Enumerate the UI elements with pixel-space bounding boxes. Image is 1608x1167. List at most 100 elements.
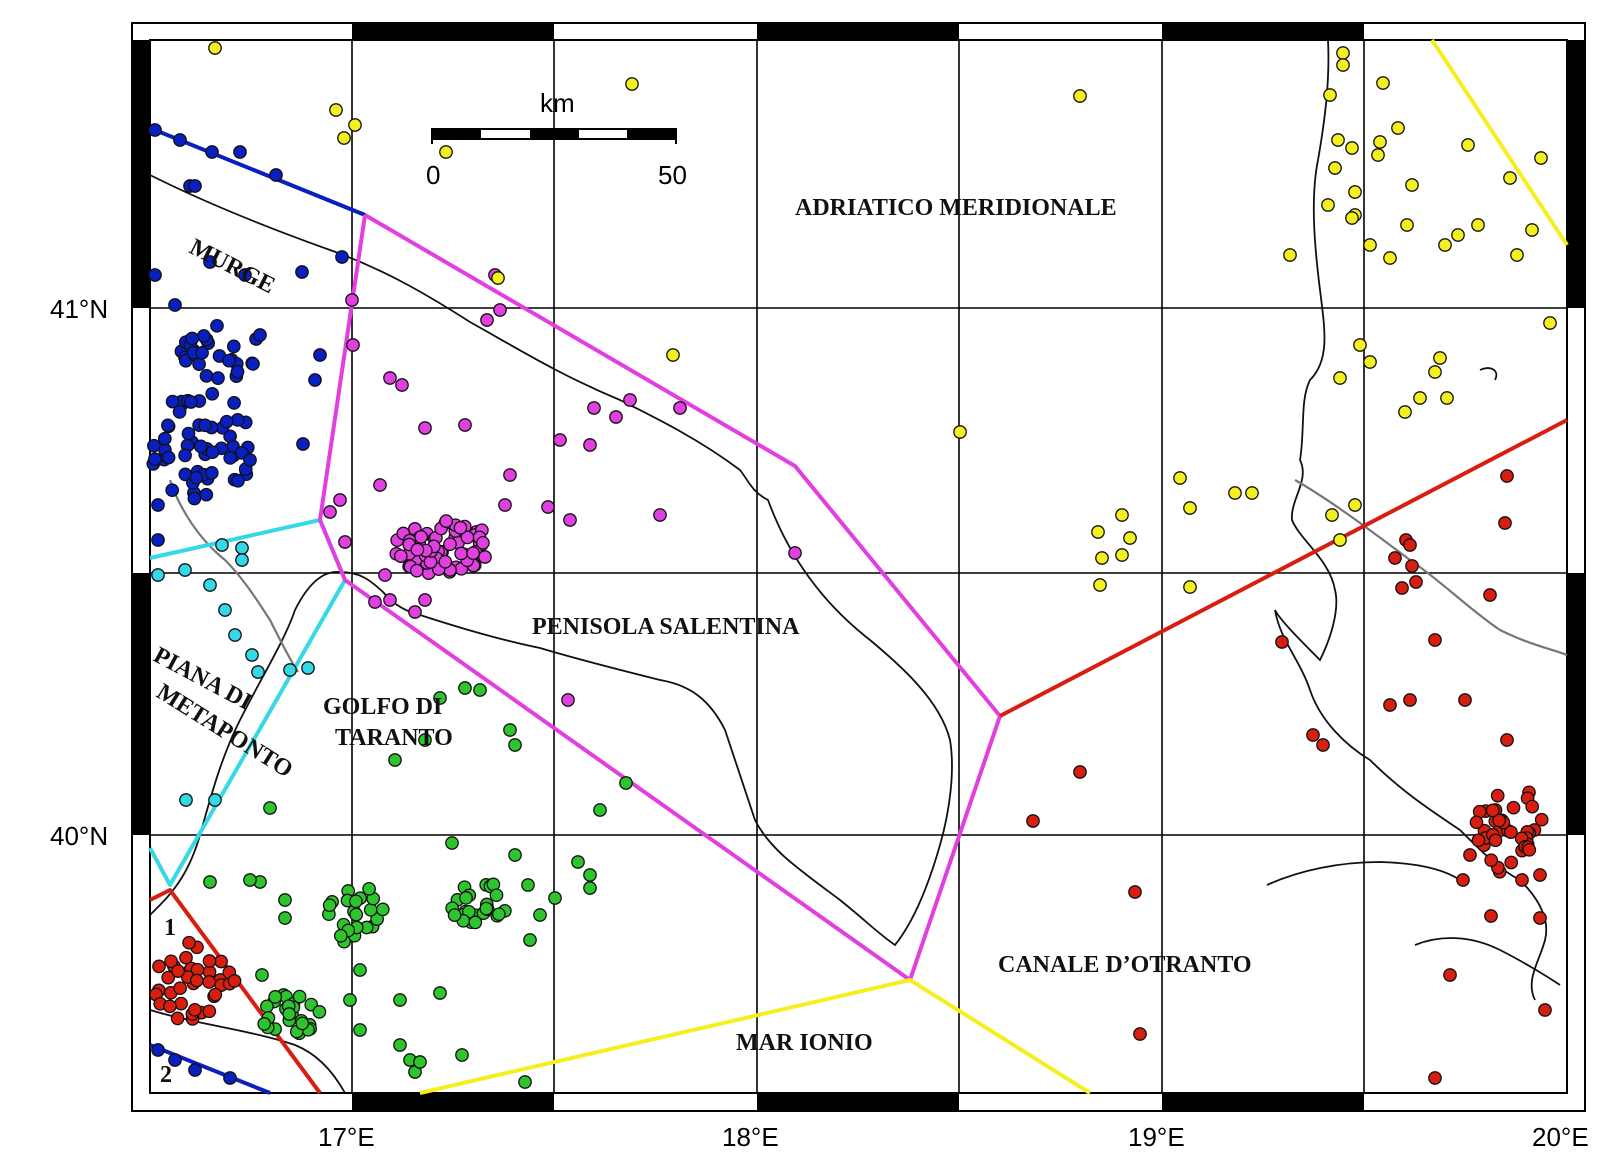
- epicentre-marker: [203, 255, 217, 269]
- epicentre-marker: [196, 329, 211, 343]
- epicentre-marker: [1400, 218, 1414, 232]
- epicentre-marker: [1228, 486, 1242, 500]
- epicentre-marker: [199, 487, 214, 502]
- epicentre-marker: [548, 891, 562, 905]
- epicentre-marker: [179, 950, 193, 965]
- epicentre-marker: [1348, 498, 1362, 512]
- epicentre-marker: [1543, 316, 1557, 330]
- epicentre-marker: [553, 433, 567, 447]
- label-canale: CANALE D’OTRANTO: [998, 952, 1252, 978]
- epicentre-marker: [1345, 141, 1359, 155]
- epicentre-marker: [375, 902, 390, 917]
- epicentre-marker: [583, 438, 597, 452]
- epicentre-marker: [208, 41, 222, 55]
- epicentre-marker: [1510, 248, 1524, 262]
- epicentre-marker: [161, 418, 175, 433]
- epicentre-marker: [623, 393, 637, 407]
- epicentre-marker: [1336, 58, 1350, 72]
- epicentre-marker: [301, 661, 315, 675]
- epicentre-marker: [338, 535, 352, 549]
- epicentre-marker: [1440, 391, 1454, 405]
- epicentre-marker: [246, 357, 260, 371]
- epicentre-marker: [491, 271, 505, 285]
- scale-start-label: 0: [426, 160, 440, 190]
- epicentre-marker: [1503, 171, 1517, 185]
- epicentre-marker: [476, 535, 490, 550]
- epicentre-marker: [170, 1011, 185, 1026]
- epicentre-marker: [349, 894, 363, 909]
- epicentre-marker: [1438, 238, 1452, 252]
- epicentre-marker: [353, 963, 367, 977]
- epicentre-marker: [1371, 148, 1385, 162]
- epicentre-marker: [178, 448, 192, 463]
- epicentre-marker: [1405, 178, 1419, 192]
- epicentre-marker: [1373, 135, 1387, 149]
- epicentre-marker: [257, 1017, 272, 1031]
- epicentre-marker: [203, 578, 217, 592]
- epicentre-marker: [193, 439, 208, 454]
- epicentre-marker: [563, 513, 577, 527]
- lon-label-17: 17°E: [318, 1122, 375, 1152]
- epicentre-marker: [173, 133, 187, 147]
- epicentre-marker: [1484, 853, 1499, 868]
- epicentre-marker: [409, 563, 424, 578]
- epicentre-marker: [460, 530, 475, 545]
- epicentre-marker: [388, 753, 402, 767]
- epicentre-marker: [1409, 575, 1423, 589]
- epicentre-marker: [1183, 501, 1197, 515]
- epicentre-marker: [1515, 873, 1529, 887]
- scale-end-label: 50: [658, 160, 687, 190]
- epicentre-marker: [1333, 371, 1347, 385]
- epicentre-marker: [353, 1023, 367, 1037]
- yellow-boundary-ne: [1430, 38, 1569, 247]
- epicentre-marker: [235, 553, 249, 567]
- epicentre-marker: [383, 593, 397, 607]
- epicentre-marker: [238, 268, 252, 282]
- epicentre-marker: [1388, 551, 1402, 565]
- epicentre-marker: [583, 868, 597, 882]
- epicentre-marker: [333, 928, 348, 943]
- epicentre-marker: [185, 331, 200, 346]
- epicentre-marker: [152, 959, 166, 974]
- epicentre-marker: [1328, 161, 1342, 175]
- epicentre-marker: [1245, 486, 1259, 500]
- epicentre-marker: [459, 891, 473, 905]
- epicentre-marker: [571, 855, 585, 869]
- epicentre-marker: [1403, 693, 1417, 707]
- epicentre-marker: [1073, 89, 1087, 103]
- epicentre-marker: [418, 593, 432, 607]
- epicentre-marker: [214, 954, 228, 969]
- epicentre-marker: [203, 875, 217, 889]
- epicentre-marker: [1500, 469, 1514, 483]
- epicentre-marker: [278, 911, 292, 925]
- epicentre-marker: [231, 473, 245, 488]
- epicentre-marker: [227, 396, 241, 410]
- epicentre-marker: [255, 968, 269, 982]
- epicentre-marker: [295, 265, 309, 279]
- epicentre-marker: [1498, 516, 1512, 530]
- epicentre-marker: [348, 118, 362, 132]
- epicentre-marker: [1504, 855, 1519, 870]
- epicentre-marker: [1534, 812, 1549, 827]
- label-zone-1: 1: [164, 915, 176, 941]
- epicentre-marker: [395, 378, 409, 392]
- epicentre-marker: [466, 546, 480, 561]
- epicentre-marker: [363, 902, 378, 917]
- epicentre-marker: [439, 145, 453, 159]
- red-boundary-east: [999, 418, 1568, 718]
- epicentre-marker: [253, 328, 267, 342]
- epicentre-marker: [199, 369, 214, 383]
- epicentre-marker: [333, 493, 347, 507]
- epicentre-marker: [168, 298, 182, 312]
- epicentre-marker: [295, 1016, 310, 1031]
- epicentre-marker: [1123, 531, 1137, 545]
- epicentre-marker: [1115, 508, 1129, 522]
- epicentre-marker: [269, 168, 283, 182]
- epicentre-marker: [202, 1004, 217, 1019]
- epicentre-marker: [1348, 185, 1362, 199]
- epicentre-marker: [1484, 909, 1498, 923]
- epicentre-marker: [454, 546, 468, 561]
- epicentre-marker: [521, 878, 535, 892]
- epicentre-marker: [1456, 873, 1470, 887]
- epicentre-marker: [151, 1043, 165, 1057]
